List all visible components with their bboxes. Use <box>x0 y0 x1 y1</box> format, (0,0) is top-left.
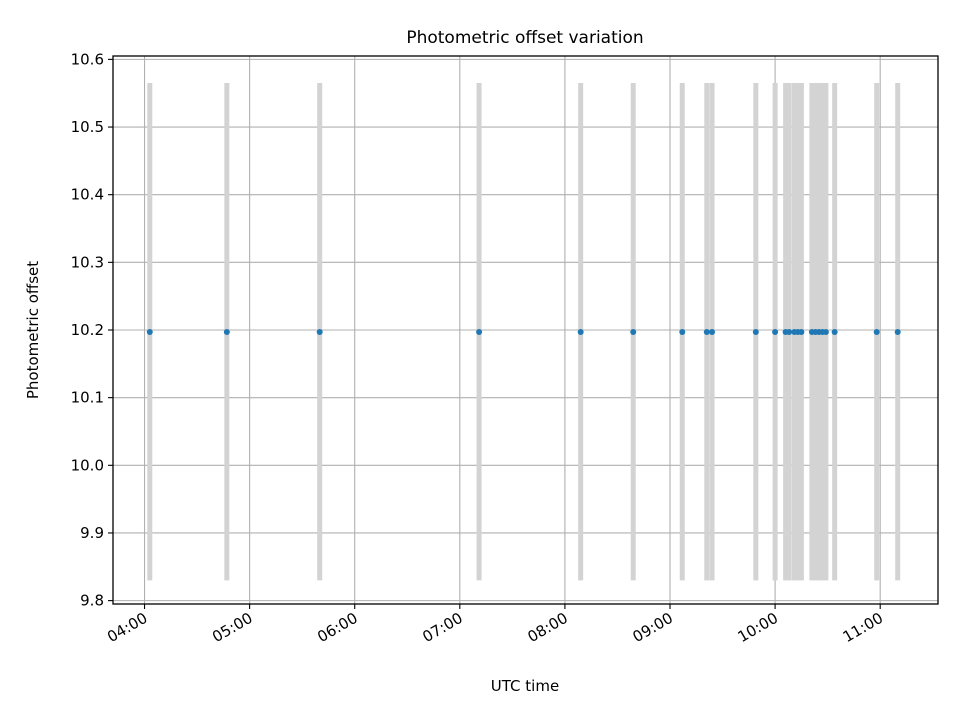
data-point <box>316 329 323 336</box>
y-tick-label: 9.8 <box>80 592 104 610</box>
y-tick-label: 9.9 <box>80 524 104 542</box>
data-point <box>894 329 901 336</box>
chart-title: Photometric offset variation <box>406 28 643 48</box>
y-tick-label: 10.0 <box>71 456 104 474</box>
data-point <box>772 329 779 336</box>
data-point <box>709 329 716 336</box>
data-point <box>223 329 230 336</box>
y-tick-label: 10.4 <box>71 186 104 204</box>
data-point <box>752 329 759 336</box>
data-point <box>831 329 838 336</box>
data-point <box>577 329 584 336</box>
data-point <box>786 329 793 336</box>
data-point <box>476 329 483 336</box>
data-point <box>630 329 637 336</box>
data-points <box>146 329 901 336</box>
data-point <box>798 329 805 336</box>
data-point <box>822 329 829 336</box>
y-axis-ticks: 9.8 9.9 10.0 10.1 10.2 10.3 10.4 10.5 10.6 <box>71 50 113 610</box>
y-axis-label: Photometric offset <box>24 261 42 399</box>
y-tick-label: 10.5 <box>71 118 104 136</box>
data-point <box>679 329 686 336</box>
data-point <box>146 329 153 336</box>
y-tick-label: 10.2 <box>71 321 104 339</box>
y-tick-label: 10.6 <box>71 50 104 68</box>
y-tick-label: 10.3 <box>71 253 104 271</box>
data-point <box>873 329 880 336</box>
x-axis-label: UTC time <box>491 677 559 695</box>
data-point <box>703 329 710 336</box>
y-tick-label: 10.1 <box>71 389 104 407</box>
